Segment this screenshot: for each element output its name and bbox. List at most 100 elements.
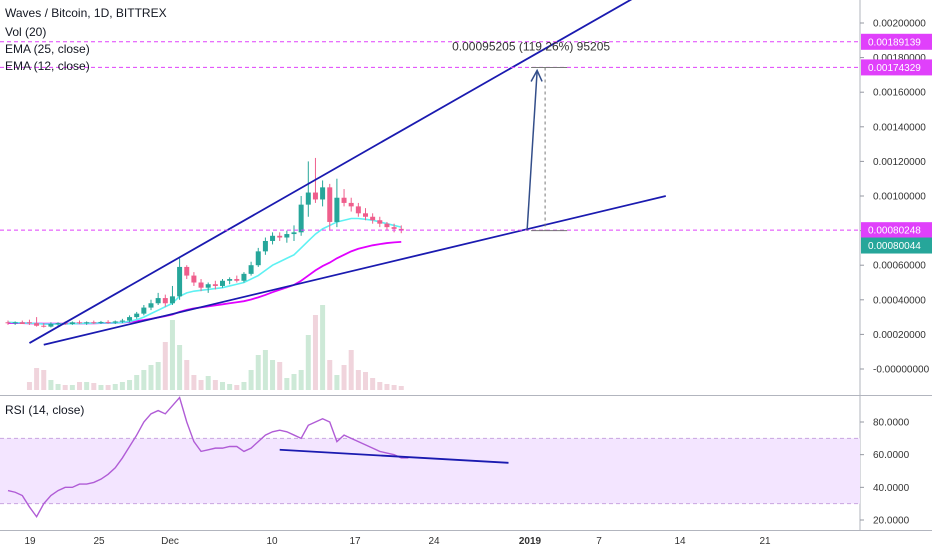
volume-bar [55,384,61,390]
price-tag [861,59,932,76]
volume-bar [134,375,140,390]
volume-bar [220,382,225,390]
volume-bar [112,384,118,390]
candle-body [26,322,32,324]
volume-bar [141,370,147,390]
volume-bar [162,342,168,390]
volume-bar [334,375,340,390]
volume-bar [284,378,290,390]
price-tick-label: 0.00120000 [873,157,926,168]
candle-body [155,298,161,304]
price-tick-label: 0.00200000 [873,19,926,30]
candle-body [391,227,397,229]
rsi-divergence-line [279,448,509,464]
candle-body [327,187,333,222]
volume-bar [105,385,111,390]
x-tick-label: 7 [596,536,602,547]
volume-bar [348,350,354,390]
candle-body [270,235,276,241]
candle-body [69,322,75,325]
volume-bar [305,335,311,390]
volume-bar [77,382,82,390]
price-tick-label: 0.00160000 [873,88,926,99]
volume-bar [298,370,304,390]
candle-body [205,284,211,288]
price-tick-label: 0.00100000 [873,192,926,203]
rsi-tick-label: 20.0000 [873,516,910,527]
x-tick-label: 14 [674,536,686,547]
ema25-legend[interactable]: EMA (25, close) [5,42,90,56]
lower-trendline [43,195,667,346]
candle-body [312,192,318,200]
x-tick-label: 21 [759,536,771,547]
candle-body [348,202,354,207]
price-tick-label: -0.00000000 [873,365,930,376]
volume-bar [277,362,283,390]
upper-trendline [29,0,633,344]
candle-body [169,296,175,304]
volume-bar [177,345,183,390]
price-tick-label: 0.00060000 [873,261,926,272]
volume-bar [355,370,361,390]
volume-bar [384,384,390,390]
ema12-legend[interactable]: EMA (12, close) [5,59,90,73]
volume-bar [48,380,54,390]
candle-body [363,213,368,217]
candle-body [84,322,90,324]
candle-body [248,265,254,274]
volume-bar [262,350,268,390]
x-tick-label: 25 [93,536,105,547]
rsi-legend[interactable]: RSI (14, close) [5,403,85,417]
volume-bar [62,385,68,390]
volume-bar [119,382,125,390]
candle-body [291,232,297,235]
volume-legend[interactable]: Vol (20) [5,25,47,39]
volume-bar [234,385,240,390]
candle-body [234,279,240,281]
price-tag-label: 0.00174329 [868,63,921,74]
rsi-band [0,438,860,504]
measure-arrowhead [530,68,543,82]
rsi-line [7,396,409,519]
symbol-legend[interactable]: Waves / Bitcoin, 1D, BITTREX [5,6,167,20]
volume-bar [212,380,218,390]
price-tick-label: 0.00180000 [873,53,926,64]
x-tick-label: 19 [24,536,36,547]
candle-body [177,266,183,297]
candle-body [148,303,154,308]
candle-body [5,322,11,324]
volume-bar [198,380,204,390]
candle-body [19,322,25,325]
candle-body [298,204,304,233]
candle-body [255,251,261,266]
candle-body [377,220,383,224]
candle-body [134,313,140,318]
candle-body [277,235,283,238]
candle-body [341,197,347,203]
volume-bar [148,365,154,390]
candle-body [34,323,40,326]
measure-label: 0.00095205 (119.26%) 95205 [452,39,610,53]
candle-body [162,298,168,304]
candle-body [41,325,47,327]
volume-bar [169,320,175,390]
volume-bar [391,385,397,390]
candle-body [334,197,340,222]
volume-bar [127,380,133,390]
candle-body [105,321,111,323]
price-tag [861,222,932,239]
volume-bar [341,365,347,390]
candle-body [77,322,82,324]
candle-body [48,324,54,327]
volume-bar [248,370,254,390]
candle-body [98,321,104,323]
price-tag [861,237,932,254]
candle-body [262,240,268,252]
price-tick-label: 0.00020000 [873,330,926,341]
candle-body [320,187,326,200]
volume-bar [227,384,233,390]
volume-bar [26,382,32,390]
candle-body [91,322,97,324]
